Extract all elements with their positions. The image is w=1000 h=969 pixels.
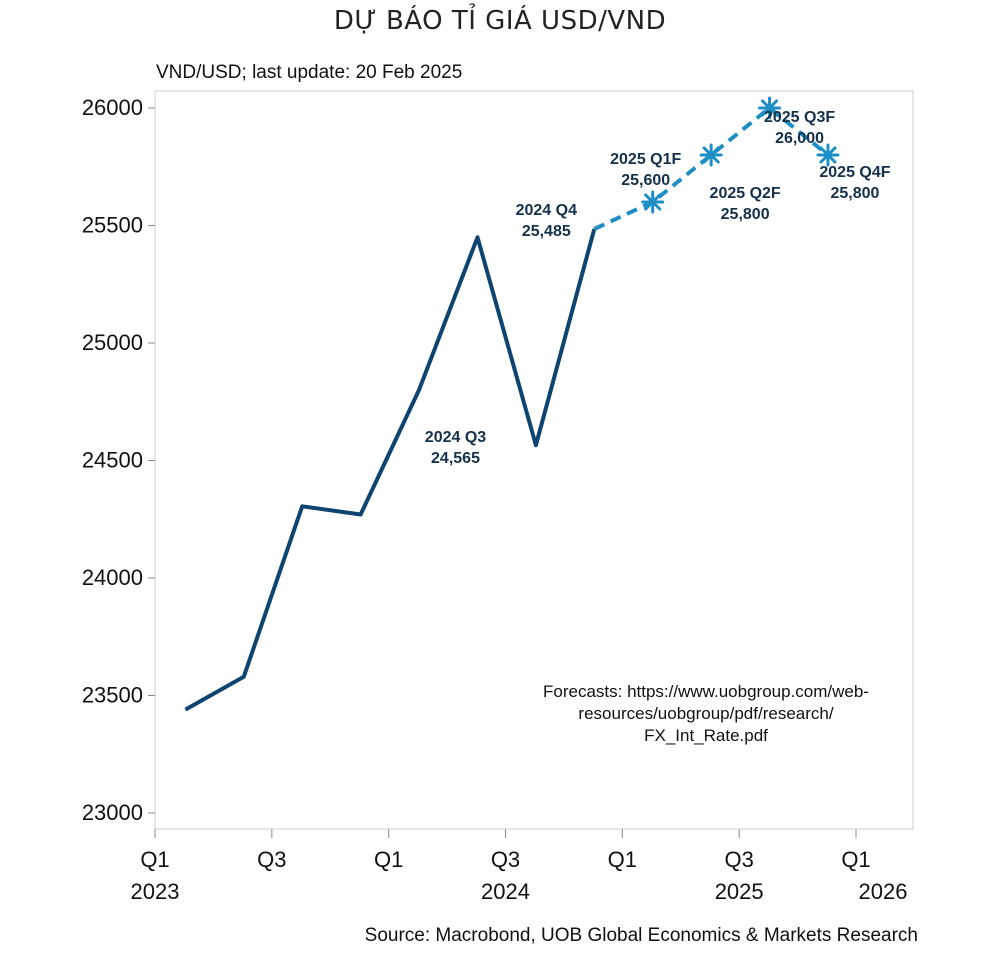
x-year-label: 2026 [859,879,908,904]
y-axis: 23000 23500 24000 24500 25000 25500 26000 [82,95,155,825]
forecast-note: Forecasts: https://www.uobgroup.com/web-… [543,682,869,745]
y-tick-label: 24000 [82,565,143,590]
page-title: DỰ BÁO TỈ GIÁ USD/VND [333,6,667,36]
x-tick-label: Q3 [491,847,520,872]
x-tick-label: Q3 [257,847,286,872]
x-year-label: 2023 [131,879,180,904]
series-layer [184,106,830,712]
x-tick-label: Q3 [724,847,753,872]
y-tick-label: 26000 [82,95,143,120]
x-tick-label: Q1 [374,847,403,872]
data-label: 24,565 [431,450,480,467]
data-label: 2024 Q4 [516,202,577,219]
data-label: 2024 Q3 [425,429,486,446]
data-label: 25,485 [522,223,571,240]
forecast-series-line [593,106,830,231]
forecast-point-marker [641,190,665,214]
chart-source: Source: Macrobond, UOB Global Economics … [365,925,918,946]
data-label: 2025 Q2F [710,185,781,202]
chart-subtitle: VND/USD; last update: 20 Feb 2025 [156,62,462,83]
forecast-note-line: Forecasts: https://www.uobgroup.com/web- [543,682,869,701]
forecast-point-marker [758,96,782,120]
forecast-point-marker [816,143,840,167]
forecast-note-line: FX_Int_Rate.pdf [644,726,768,745]
x-axis: Q1 2023 Q3 Q1 Q3 2024 Q1 Q3 2025 Q1 2026 [131,829,908,904]
data-label: 25,600 [621,172,670,189]
y-tick-label: 25000 [82,330,143,355]
forecast-point-marker [699,143,723,167]
y-tick-label: 25500 [82,213,143,238]
actual-series-line [184,228,597,712]
data-label: 25,800 [830,185,879,202]
marker-layer [641,96,840,214]
x-tick-label: Q1 [140,847,169,872]
x-year-label: 2025 [715,879,764,904]
forecast-note-line: resources/uobgroup/pdf/research/ [578,704,833,723]
data-label: 2025 Q4F [819,164,890,181]
y-tick-label: 24500 [82,448,143,473]
x-tick-label: Q1 [608,847,637,872]
annotation-layer: 2024 Q3 24,565 2024 Q4 25,485 2025 Q1F 25,600… [425,109,891,467]
x-tick-label: Q1 [841,847,870,872]
data-label: 2025 Q1F [610,151,681,168]
y-tick-label: 23000 [82,800,143,825]
data-label: 25,800 [721,206,770,223]
y-tick-label: 23500 [82,683,143,708]
data-label: 2025 Q3F [764,109,835,126]
x-year-label: 2024 [481,879,530,904]
data-label: 26,000 [775,130,824,147]
